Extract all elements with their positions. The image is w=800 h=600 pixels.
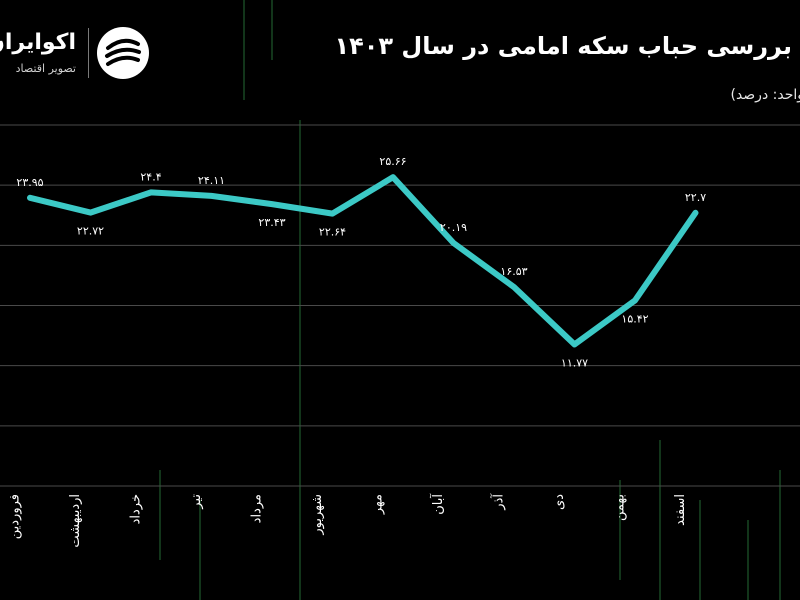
data-label: ۲۲.۷۲ (77, 225, 104, 238)
data-label: ۲۴.۱۱ (198, 174, 225, 187)
data-label: ۲۳.۹۵ (16, 176, 43, 189)
x-tick-label: بهمن (613, 494, 628, 521)
grid-lines (0, 124, 800, 487)
logo-name: اکوایران (0, 30, 76, 55)
data-label: ۲۳.۴۳ (258, 216, 285, 229)
data-label: ۱۵.۴۲ (621, 312, 648, 325)
logo: اکوایران تصویر اقتصاد (0, 24, 164, 84)
data-label: ۱۶.۵۳ (500, 265, 527, 278)
data-label: ۲۲.۶۴ (319, 226, 346, 239)
x-tick-label: اردیبهشت (68, 494, 83, 548)
x-tick-label: آبان (429, 493, 446, 515)
data-label: ۲۵.۶۶ (379, 155, 406, 168)
x-tick-labels-group: فروردین اردیبهشت خرداد تیر مرداد شهریور مهر آبا… (8, 493, 689, 548)
x-tick-label: مرداد (250, 494, 265, 523)
x-tick-label: اسفند (673, 494, 688, 526)
data-label: ۱۱.۷۷ (561, 356, 588, 369)
x-tick-label: فروردین (8, 494, 23, 539)
x-tick-label: مهر (371, 494, 386, 515)
data-label: ۲۰.۱۹ (440, 221, 467, 234)
x-tick-label: تیر (189, 494, 204, 510)
chart-title: بررسی حباب سکه امامی در سال ۱۴۰۳ (334, 32, 792, 60)
series-line (27, 174, 699, 348)
ecoiran-swirl-icon (97, 27, 149, 79)
series-line-group (27, 174, 699, 348)
data-labels-group: ۲۳.۹۵ ۲۲.۷۲ ۲۴.۴ ۲۴.۱۱ ۲۳.۴۳ ۲۲.۶۴ ۲۵.۶۶ ۲۰.۱۹ ۱… (16, 155, 706, 369)
chart-subtitle: واحد: درصد) (730, 87, 800, 103)
background-candles (159, 0, 781, 600)
data-label: ۲۴.۴ (140, 170, 161, 183)
x-tick-label: شهریور (310, 494, 325, 536)
x-tick-label: آذر (490, 493, 507, 511)
x-tick-label: دی (552, 494, 567, 510)
x-tick-label: خرداد (129, 494, 144, 524)
data-label: ۲۲.۷ (685, 191, 706, 204)
logo-divider (88, 28, 89, 78)
logo-tagline: تصویر اقتصاد (15, 62, 76, 75)
